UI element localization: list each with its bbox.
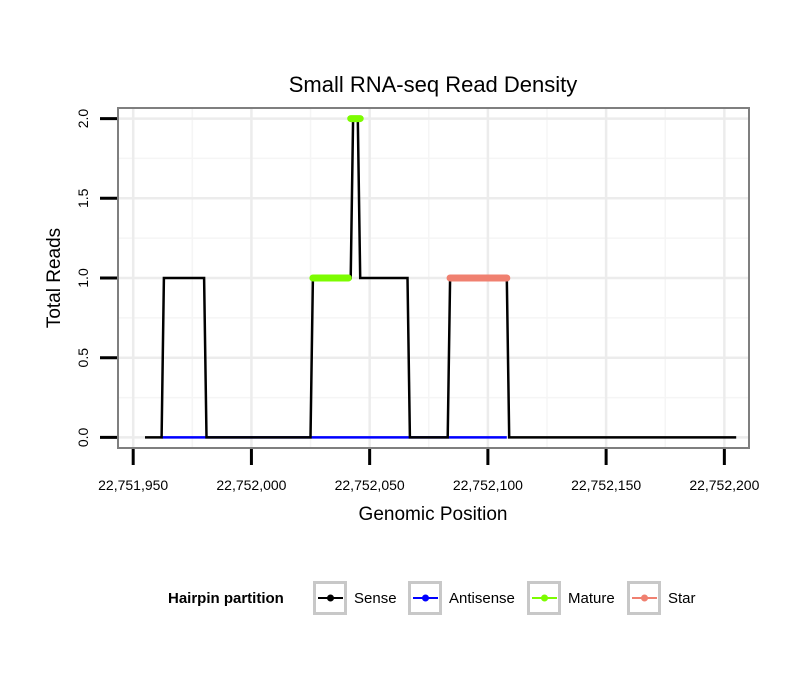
x-tick-label: 22,752,000: [216, 477, 286, 493]
chart-title: Small RNA-seq Read Density: [289, 72, 578, 97]
y-axis: 0.0 0.5 1.0 1.5 2.0: [75, 109, 117, 447]
x-tick-label: 22,751,950: [98, 477, 168, 493]
legend-label: Star: [668, 590, 696, 607]
legend-key-point: [327, 594, 334, 602]
y-tick-label: 0.5: [75, 348, 91, 368]
legend-key-point: [541, 594, 548, 602]
x-tick-label: 22,752,100: [453, 477, 523, 493]
grid: [119, 109, 748, 447]
x-axis-title: Genomic Position: [359, 504, 508, 525]
y-tick-label: 1.5: [75, 188, 91, 208]
legend-item-star: Star: [627, 581, 696, 615]
series-layer: [145, 115, 737, 439]
legend-item-mature: Mature: [527, 581, 615, 615]
x-tick-label: 22,752,200: [689, 477, 759, 493]
legend-key-point: [641, 594, 648, 602]
legend-item-sense: Sense: [313, 581, 397, 615]
x-tick-label: 22,752,150: [571, 477, 641, 493]
legend-title: Hairpin partition: [168, 590, 284, 607]
y-tick-label: 1.0: [75, 268, 91, 288]
legend-label: Sense: [354, 590, 397, 607]
x-tick-label: 22,752,050: [335, 477, 405, 493]
legend-item-antisense: Antisense: [408, 581, 515, 615]
x-axis: 22,751,950 22,752,000 22,752,050 22,752,100…: [98, 449, 760, 493]
legend-label: Mature: [568, 590, 615, 607]
legend: Hairpin partition Sense Antisense Mature St…: [168, 581, 696, 615]
y-axis-title: Total Reads: [44, 228, 65, 328]
legend-key-point: [422, 594, 429, 602]
y-tick-label: 0.0: [75, 427, 91, 447]
y-tick-label: 2.0: [75, 109, 91, 129]
legend-label: Antisense: [449, 590, 515, 607]
